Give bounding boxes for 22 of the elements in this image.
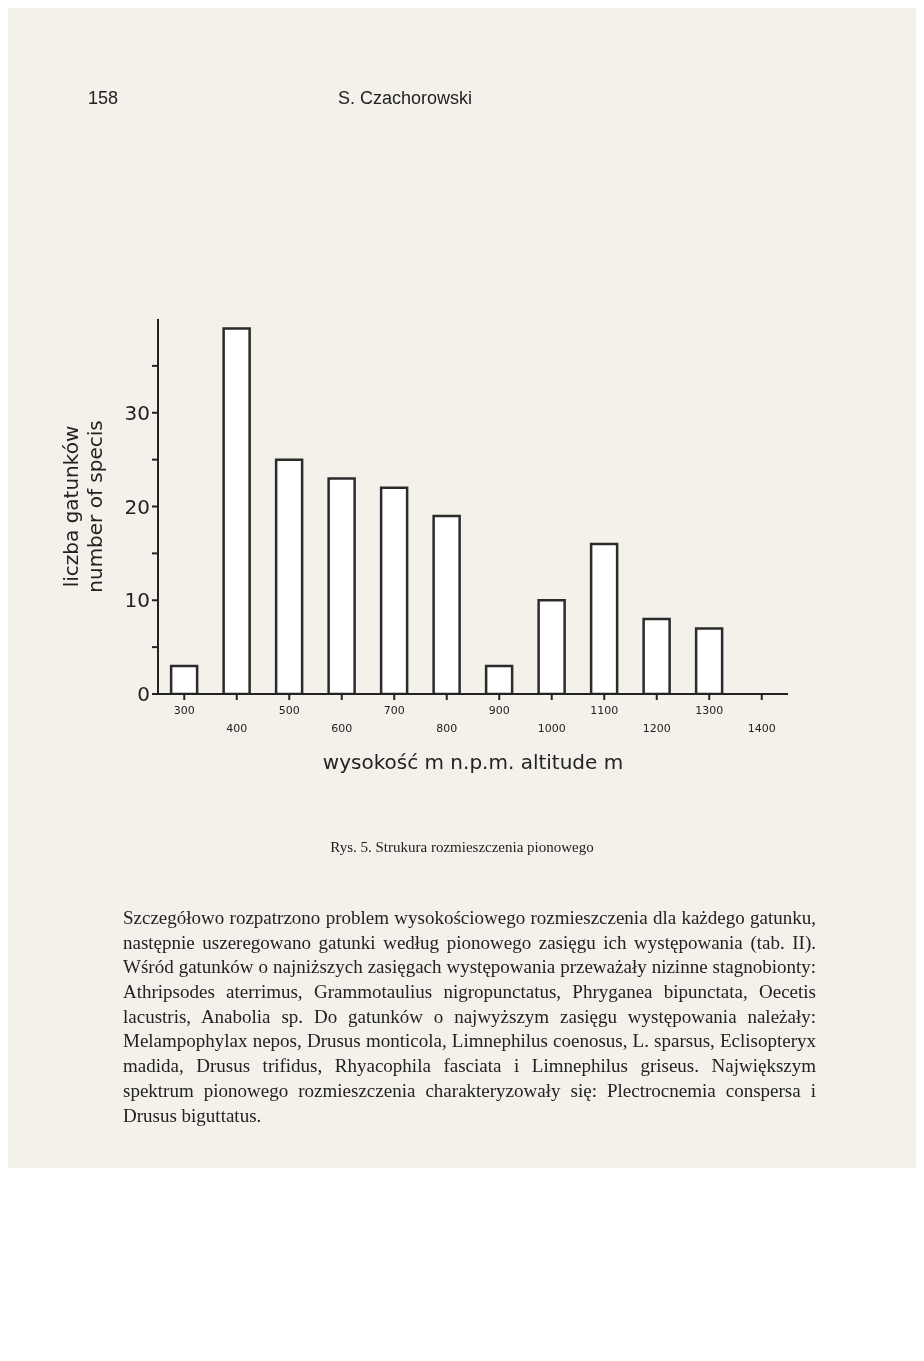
x-tick-label: 1200 xyxy=(642,722,671,735)
text: Szczegółowo rozpatrzono problem wysokościowego rozmieszczenia dla każdego gatunku, następnie uszeregowano gatunki według pionowego zasięgu ich występowania (tab. II). Wśród gatunków o najniższych zasięgach występowania przeważały nizinne stagnobionty: Athripsodes aterrimus, Grammotaulius nigropunctatus, Phryganea bipunctata, Oecetis lacustris, Anabolia sp. Do gatunków o najwyższym zasięgu występowania należały: Melampophylax nepos, Drusus monticola, Limnephilus coenosus, L. sparsus, Eclisopteryx madida, Drusus trifidus, Rhyacophila fasciata i Limnephilus griseus. Największym spektrum pionowego rozmieszczenia charakteryzowały się: Plectrocnemia conspersa i Drusus biguttatus. xyxy=(123,907,816,1126)
y-tick-label: 10 xyxy=(124,588,150,613)
x-tick-label: 700 xyxy=(383,704,405,717)
x-tick-label: 1100 xyxy=(590,704,619,717)
x-tick-label: 800 xyxy=(436,722,458,735)
x-tick-label: 1300 xyxy=(695,704,724,717)
y-axis-title: liczba gatunków number of specis xyxy=(59,420,107,593)
x-tick-label: 500 xyxy=(278,704,300,717)
x-tick-label: 600 xyxy=(331,722,353,735)
x-axis-title: wysokość m n.p.m. altitude m xyxy=(322,750,624,774)
text: 158 xyxy=(88,88,120,109)
x-tick-label: 400 xyxy=(226,722,248,735)
x-tick-label: 900 xyxy=(488,704,510,717)
x-tick-label: 300 xyxy=(173,704,195,717)
y-tick-label: 0 xyxy=(137,682,150,707)
y-tick-label: 30 xyxy=(124,400,150,425)
y-tick-label: 20 xyxy=(124,494,150,519)
x-tick-label: 1400 xyxy=(747,722,776,735)
text: S. Czachorowski xyxy=(338,88,473,109)
text: Rys. 5. Strukura rozmieszczenia pionowego xyxy=(329,839,595,856)
x-tick-label: 1000 xyxy=(537,722,566,735)
